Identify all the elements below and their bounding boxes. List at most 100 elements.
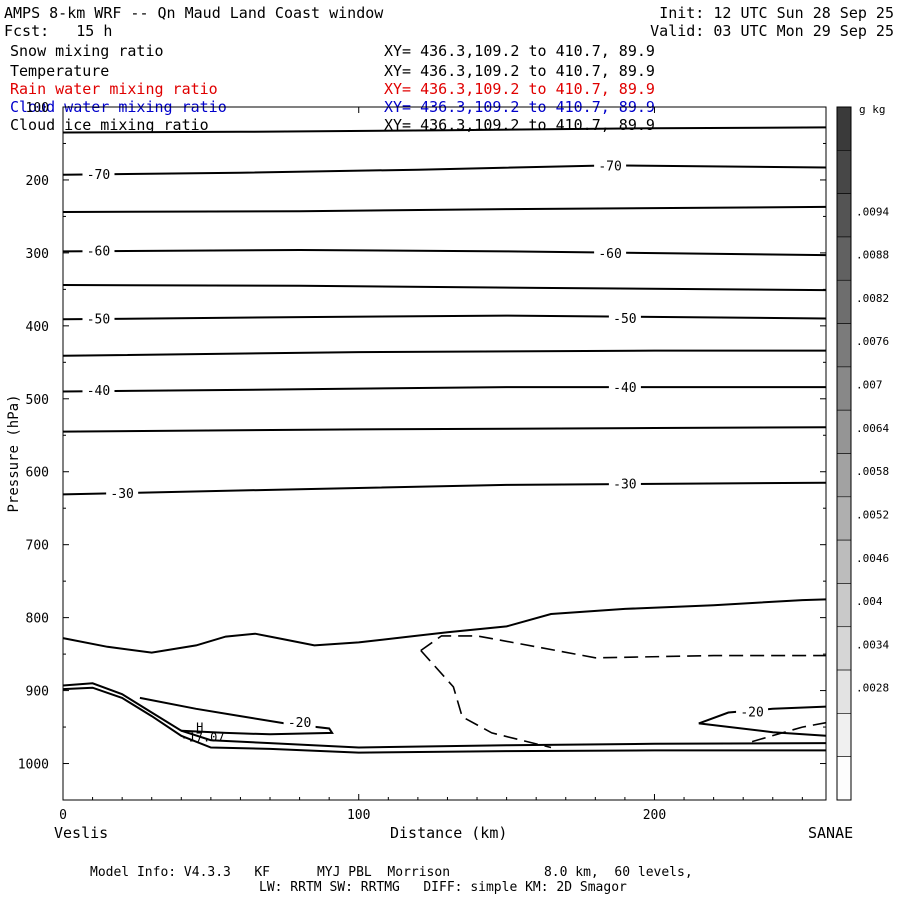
colorbar-unit: g kg [859, 103, 886, 116]
colorbar-swatch [836, 713, 852, 757]
colorbar-swatch [836, 496, 852, 541]
colorbar-tick-label: .0076 [856, 335, 889, 348]
contour-label-mask [594, 157, 627, 173]
isotherm-label: -60 [87, 245, 110, 260]
contour-label-mask [106, 484, 139, 500]
contour-label-mask [82, 166, 115, 182]
colorbar-tick-label: .0082 [856, 292, 889, 305]
isotherm-label: -20 [288, 716, 311, 731]
y-tick-label: 500 [26, 393, 49, 408]
y-tick-label: 800 [26, 612, 49, 627]
isotherm-label: -30 [110, 487, 133, 502]
y-tick-label: 600 [26, 466, 49, 481]
forecast-hour: Fcst: 15 h [4, 22, 113, 40]
contour-label-mask [594, 244, 627, 260]
contour-label-mask [82, 310, 115, 326]
colorbar-swatch [836, 193, 852, 238]
field-name: Temperature [10, 62, 110, 80]
isotherm-line [139, 696, 334, 736]
y-axis-label: Pressure (hPa) [6, 394, 22, 512]
isotherm-line [62, 682, 827, 749]
isotherm-line [62, 426, 827, 433]
colorbar-tick-label: .0094 [856, 205, 889, 218]
colorbar-swatch [836, 409, 852, 454]
contour-label-mask [82, 242, 115, 258]
y-tick-label: 400 [26, 320, 49, 335]
colorbar-tick-label: .004 [856, 595, 883, 608]
isotherm-label: -20 [740, 706, 763, 721]
physics-info: LW: RRTM SW: RRTMG DIFF: simple KM: 2D S… [259, 880, 627, 895]
isotherm-label: -50 [613, 312, 636, 327]
colorbar-tick-label: .007 [856, 379, 883, 392]
plot-frame [62, 106, 827, 801]
field-name: Cloud ice mixing ratio [10, 116, 209, 134]
isotherm-line [62, 349, 826, 357]
model-info: Model Info: V4.3.3 KF MYJ PBL Morrison 8… [90, 865, 693, 880]
colorbar-swatch [836, 279, 852, 324]
colorbar-tick-label: .0058 [856, 465, 889, 478]
isotherm-line [62, 314, 827, 321]
colorbar-tick-label: .0046 [856, 552, 889, 565]
colorbar-swatch [836, 236, 852, 281]
isotherm-line [62, 598, 827, 654]
contour-label-mask [608, 309, 641, 325]
isotherm-line [62, 481, 827, 496]
isotherm-line [62, 126, 827, 134]
contour-label-mask [736, 703, 769, 719]
y-tick-label: 100 [26, 101, 49, 116]
colorbar-swatch [836, 626, 852, 671]
valid-time: Valid: 03 UTC Mon 29 Sep 25 [650, 22, 894, 40]
colorbar-swatch [836, 756, 852, 801]
colorbar-swatch [836, 106, 852, 151]
colorbar-frame [836, 106, 852, 801]
contour-label-mask [608, 475, 641, 491]
isotherm-label: -70 [87, 168, 110, 183]
isotherm-line [62, 284, 827, 292]
isotherm-label: -70 [598, 159, 621, 174]
colorbar-swatch [836, 323, 852, 368]
contour-label-mask [82, 382, 115, 398]
isotherm-line [62, 164, 827, 176]
isotherm-label: -50 [87, 313, 110, 328]
colorbar-tick-label: .0088 [856, 249, 889, 262]
isotherm-line [62, 686, 826, 754]
endpoint-left-label: Veslis [54, 824, 109, 842]
field-xy: XY= 436.3,109.2 to 410.7, 89.9 [384, 62, 655, 80]
isotherm-label: -60 [598, 247, 621, 262]
init-time: Init: 12 UTC Sun 28 Sep 25 [659, 4, 894, 22]
colorbar-swatch [836, 453, 852, 498]
dashed-contour-line [420, 635, 826, 659]
y-tick-label: 900 [26, 685, 49, 700]
y-tick-label: 700 [26, 539, 49, 554]
field-name: Snow mixing ratio [10, 42, 164, 60]
x-tick-label: 0 [59, 808, 67, 823]
x-tick-label: 100 [347, 808, 370, 823]
field-xy: XY= 436.3,109.2 to 410.7, 89.9 [384, 80, 655, 98]
y-tick-label: 300 [26, 247, 49, 262]
isotherm-line [62, 248, 827, 257]
isotherm-label: -40 [87, 384, 110, 399]
isotherm-label: -30 [613, 477, 636, 492]
y-tick-label: 1000 [18, 758, 49, 773]
dashed-contour-line [751, 721, 827, 743]
colorbar-swatch [836, 539, 852, 584]
contour-annotation: -17.07 [181, 731, 224, 745]
colorbar-tick-label: .0052 [856, 508, 889, 521]
colorbar-swatch [836, 366, 852, 411]
colorbar-swatch [836, 150, 852, 194]
isotherm-line [62, 386, 826, 393]
colorbar-tick-label: .0028 [856, 682, 889, 695]
dashed-contour-line [420, 649, 552, 749]
contour-label-mask [283, 713, 316, 729]
isotherm-label: -40 [613, 381, 636, 396]
isotherm-line [62, 205, 827, 213]
x-tick-label: 200 [643, 808, 666, 823]
colorbar-swatch [836, 669, 852, 714]
chart-title: AMPS 8-km WRF -- Qn Maud Land Coast wind… [4, 4, 384, 22]
endpoint-right-label: SANAE [808, 824, 854, 842]
y-tick-label: 200 [26, 174, 49, 189]
isotherm-line [698, 722, 827, 737]
colorbar-swatch [836, 583, 852, 628]
field-xy: XY= 436.3,109.2 to 410.7, 89.9 [384, 42, 655, 60]
